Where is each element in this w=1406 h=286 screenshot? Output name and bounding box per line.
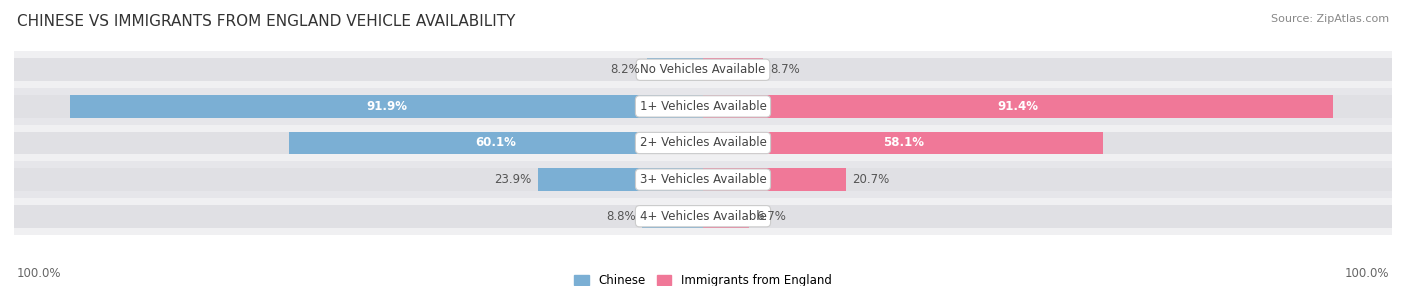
Bar [703, 205, 1392, 228]
Text: 2+ Vehicles Available: 2+ Vehicles Available [640, 136, 766, 150]
Bar [703, 58, 763, 81]
Text: 91.4%: 91.4% [997, 100, 1039, 113]
Text: 20.7%: 20.7% [852, 173, 890, 186]
Text: 6.7%: 6.7% [756, 210, 786, 223]
Bar [647, 58, 703, 81]
Bar [14, 132, 703, 154]
Bar [703, 95, 1392, 118]
Bar [14, 58, 703, 81]
Bar [703, 132, 1392, 154]
Bar [14, 161, 1392, 198]
Text: 23.9%: 23.9% [494, 173, 531, 186]
Text: 100.0%: 100.0% [17, 267, 62, 280]
Text: 100.0%: 100.0% [1344, 267, 1389, 280]
Bar [290, 132, 703, 154]
Bar [14, 95, 703, 118]
Text: Source: ZipAtlas.com: Source: ZipAtlas.com [1271, 14, 1389, 24]
Text: 4+ Vehicles Available: 4+ Vehicles Available [640, 210, 766, 223]
Bar [703, 95, 1333, 118]
Bar [14, 88, 1392, 125]
Bar [643, 205, 703, 228]
Text: 58.1%: 58.1% [883, 136, 924, 150]
Bar [14, 205, 703, 228]
Bar [14, 198, 1392, 235]
Bar [703, 132, 1104, 154]
Bar [703, 205, 749, 228]
Bar [703, 58, 1392, 81]
Text: CHINESE VS IMMIGRANTS FROM ENGLAND VEHICLE AVAILABILITY: CHINESE VS IMMIGRANTS FROM ENGLAND VEHIC… [17, 14, 515, 29]
Text: 3+ Vehicles Available: 3+ Vehicles Available [640, 173, 766, 186]
Text: 1+ Vehicles Available: 1+ Vehicles Available [640, 100, 766, 113]
Bar [538, 168, 703, 191]
Text: 8.8%: 8.8% [606, 210, 636, 223]
Text: 8.2%: 8.2% [610, 63, 640, 76]
Bar [14, 125, 1392, 161]
Bar [70, 95, 703, 118]
Text: 60.1%: 60.1% [475, 136, 516, 150]
Bar [14, 168, 703, 191]
Legend: Chinese, Immigrants from England: Chinese, Immigrants from England [575, 274, 831, 286]
Text: No Vehicles Available: No Vehicles Available [640, 63, 766, 76]
Text: 8.7%: 8.7% [770, 63, 800, 76]
Bar [703, 168, 845, 191]
Text: 91.9%: 91.9% [366, 100, 406, 113]
Bar [14, 51, 1392, 88]
Bar [703, 168, 1392, 191]
